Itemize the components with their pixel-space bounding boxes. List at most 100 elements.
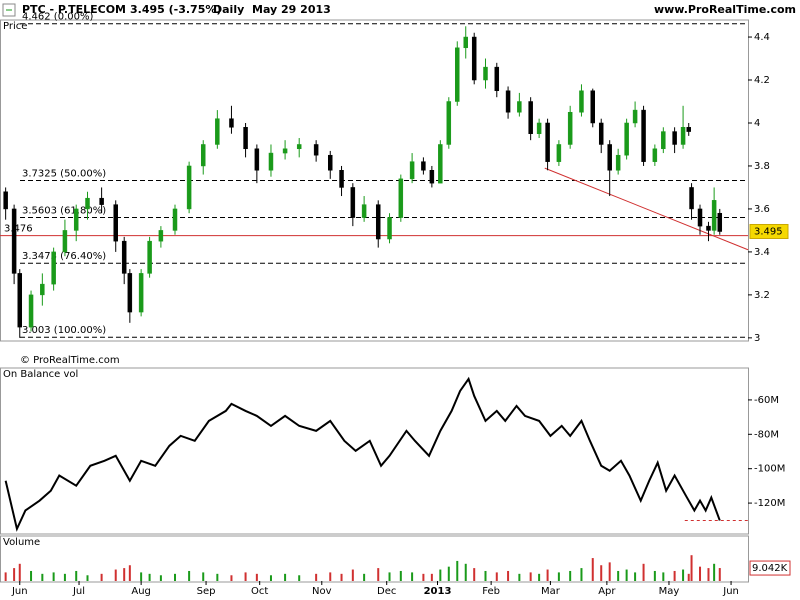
volume-bar	[707, 568, 710, 581]
volume-bar	[63, 573, 66, 581]
y-tick-label: 4.4	[754, 32, 770, 43]
y-tick-label: -100M	[754, 464, 785, 475]
x-tick-label: 2013	[424, 586, 452, 597]
candle-body	[243, 127, 248, 150]
candle-body	[717, 212, 723, 232]
volume-bar	[363, 573, 366, 581]
volume-bar	[569, 570, 572, 581]
candle-body	[556, 144, 562, 162]
volume-bar	[546, 569, 549, 581]
volume-bar	[100, 573, 103, 581]
volume-bar	[18, 563, 21, 581]
candle-body	[375, 204, 381, 240]
panel-frame	[0, 535, 749, 583]
volume-bar	[4, 572, 7, 581]
volume-bar	[507, 570, 510, 581]
candle-body	[3, 191, 8, 210]
fib-label: 3.003 (100.00%)	[22, 325, 106, 336]
candle-body	[51, 251, 56, 285]
volume-bar	[529, 572, 532, 581]
x-tick-label: Mar	[541, 586, 561, 597]
volume-bar	[41, 573, 44, 581]
candle-body	[85, 197, 90, 210]
candle-body	[73, 208, 79, 231]
candle-body	[296, 144, 302, 150]
volume-bar	[188, 570, 191, 581]
candle-body	[11, 208, 17, 274]
panels: Price 3 3.2 3.4 3.6 3.8 4 4.2 4.4 © ProRealTime.c…	[0, 12, 791, 597]
x-tick-label: Jul	[72, 586, 85, 597]
volume-label-box	[749, 560, 791, 576]
last-price: 3.495	[754, 226, 783, 237]
candle-body	[607, 144, 612, 171]
volume-bar	[690, 555, 693, 581]
candle-body	[471, 36, 477, 81]
candle-body	[215, 118, 220, 145]
x-tick-label: Dec	[377, 586, 396, 597]
volume-bar	[662, 572, 665, 581]
candle-body	[147, 240, 152, 274]
volume-bar	[128, 565, 131, 581]
candle-body	[409, 161, 415, 180]
panel-title: Price	[3, 21, 27, 32]
volume-bar	[388, 572, 391, 581]
volume-bar	[464, 563, 467, 581]
candle-body	[429, 170, 435, 184]
volume-bar	[86, 575, 89, 581]
candle-body	[438, 144, 443, 184]
candle-body	[40, 283, 45, 296]
volume-bar	[140, 572, 143, 581]
volume-bar	[617, 570, 620, 581]
volume-bar	[329, 572, 332, 581]
candle-body	[138, 273, 144, 313]
candle-body	[127, 273, 133, 313]
volume-bar	[351, 569, 354, 581]
candle-body	[641, 109, 646, 162]
volume-bar	[557, 572, 560, 581]
candle-body	[689, 187, 694, 210]
candle-body	[17, 273, 23, 328]
candle-body	[711, 200, 717, 231]
candle-body	[517, 101, 522, 113]
candle-body	[483, 66, 488, 81]
volume-bar	[600, 565, 603, 581]
obv-line	[4, 376, 721, 532]
x-tick-label: Aug	[131, 586, 151, 597]
last-price-box	[749, 223, 789, 239]
y-tick-label: 3.4	[754, 247, 770, 258]
candle-body	[186, 165, 192, 210]
volume-bar	[447, 566, 450, 581]
candle-body	[567, 111, 573, 145]
volume-bar	[682, 569, 685, 581]
volume-bar	[625, 569, 628, 581]
candle-body	[99, 197, 104, 205]
volume-bar	[13, 568, 16, 581]
x-tick-label: May	[659, 586, 680, 597]
candle-body	[350, 187, 356, 218]
site: www.ProRealTime.com	[654, 3, 796, 16]
volume-bar	[484, 570, 487, 581]
candle-body	[598, 122, 604, 145]
y-tick-label: -120M	[754, 498, 785, 509]
x-tick-label: Jun	[11, 586, 28, 597]
candle-body	[494, 66, 500, 92]
volume-bar	[456, 560, 459, 581]
volume-bar	[673, 570, 676, 581]
volume-bar	[591, 558, 594, 581]
fib-label: 3.3473 (76.40%)	[22, 251, 106, 262]
fib-label: 3.7325 (50.00%)	[22, 168, 106, 179]
volume-bar	[148, 573, 151, 581]
volume-bar	[315, 573, 318, 581]
volume-bar	[642, 563, 645, 581]
trendline	[544, 167, 749, 251]
candle-body	[697, 208, 703, 227]
candle-body	[361, 204, 367, 218]
fib-label: 4.462 (0.00%)	[22, 12, 93, 23]
x-tick-label: Nov	[312, 586, 332, 597]
y-tick-label: -60M	[754, 395, 779, 406]
volume-bar	[399, 570, 402, 581]
y-tick-label: 3.2	[754, 290, 770, 301]
x-tick-label: Feb	[482, 586, 500, 597]
volume-bar	[430, 573, 433, 581]
